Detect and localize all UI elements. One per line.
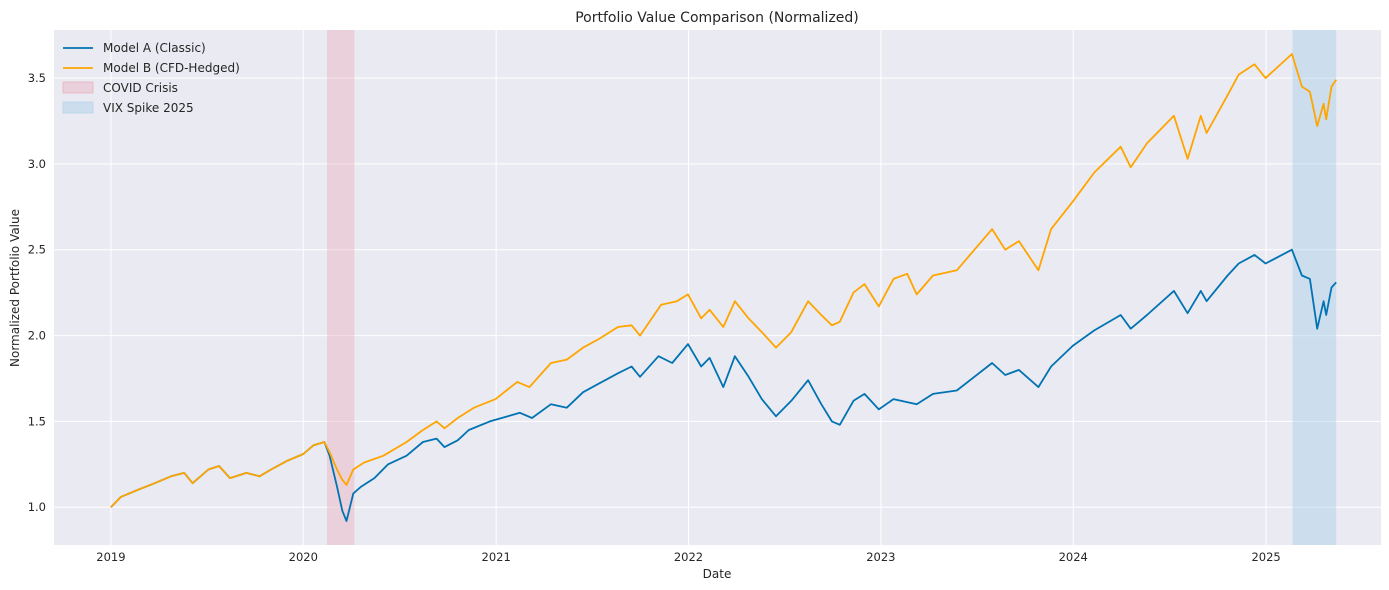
x-axis-label: Date [703,567,732,581]
x-tick-label: 2024 [1059,550,1088,564]
series-lines [110,53,1337,522]
y-axis-label: Normalized Portfolio Value [8,209,22,367]
shaded-regions [326,30,1337,545]
vix-spike-region [1292,30,1337,545]
legend-swatch-covid [62,81,94,94]
x-tick-label: 2019 [96,550,125,564]
legend-label-model-b: Model B (CFD-Hedged) [103,61,240,75]
chart-title: Portfolio Value Comparison (Normalized) [575,10,859,26]
y-tick-labels: 1.0 1.5 2.0 2.5 3.0 3.5 [28,71,46,514]
y-tick-label: 2.5 [28,243,46,257]
legend-label-vix: VIX Spike 2025 [103,101,194,115]
x-tick-labels: 2019 2020 2021 2022 2023 2024 2025 [96,550,1280,564]
legend: Model A (Classic) Model B (CFD-Hedged) C… [62,41,240,115]
legend-swatch-vix [62,101,94,114]
grid-lines [54,30,1381,545]
plot-background [54,30,1381,545]
x-tick-label: 2020 [289,550,318,564]
series-line-model-b [110,53,1337,508]
y-tick-label: 1.0 [28,500,46,514]
x-tick-label: 2023 [866,550,895,564]
legend-label-covid: COVID Crisis [103,81,178,95]
x-tick-label: 2021 [482,550,511,564]
covid-crisis-region [326,30,355,545]
y-tick-label: 1.5 [28,414,46,428]
x-tick-label: 2025 [1251,550,1280,564]
y-tick-label: 3.5 [28,71,46,85]
y-tick-label: 2.0 [28,329,46,343]
x-tick-label: 2022 [674,550,703,564]
legend-label-model-a: Model A (Classic) [103,41,206,55]
y-tick-label: 3.0 [28,157,46,171]
